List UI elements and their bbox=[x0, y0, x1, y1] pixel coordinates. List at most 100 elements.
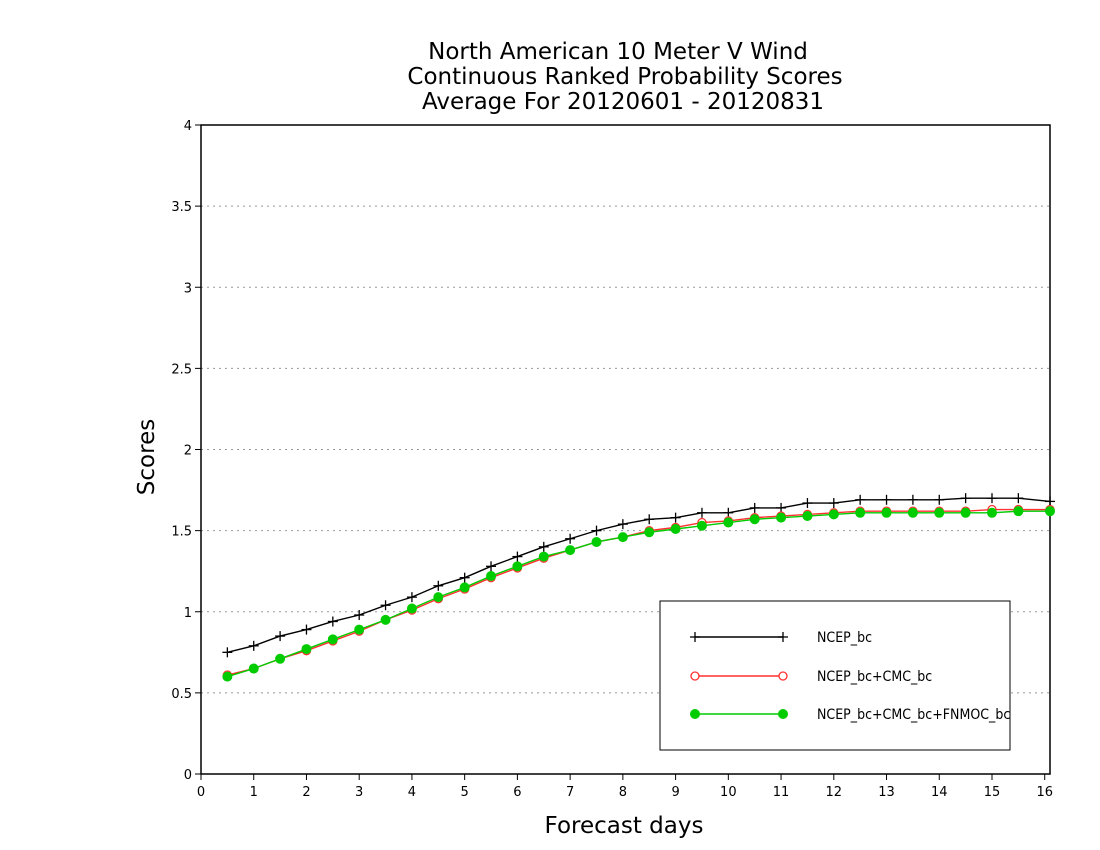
data-point bbox=[275, 631, 286, 642]
data-point bbox=[670, 512, 681, 523]
data-point bbox=[907, 494, 918, 505]
data-point bbox=[354, 609, 365, 620]
x-tick-label: 1 bbox=[250, 785, 258, 800]
data-point bbox=[1045, 496, 1055, 507]
chart-title-line-1: North American 10 Meter V Wind bbox=[428, 39, 808, 65]
data-point bbox=[1013, 506, 1024, 517]
y-tick-label: 3 bbox=[184, 281, 192, 296]
data-point bbox=[934, 494, 945, 505]
x-tick-label: 9 bbox=[671, 785, 679, 800]
data-point bbox=[749, 514, 760, 525]
x-tick-label: 10 bbox=[720, 785, 737, 800]
axes: 00.511.522.533.540 1 2 3 4 5 6 7 8 9 10 11 12 13 14 15 1… bbox=[171, 119, 1053, 800]
data-point bbox=[986, 507, 997, 518]
x-tick-label: 6 bbox=[513, 785, 521, 800]
data-point bbox=[486, 561, 497, 572]
y-tick-label: 2 bbox=[184, 444, 192, 459]
data-point bbox=[380, 600, 391, 611]
chart-title-line-3: Average For 20120601 - 20120831 bbox=[422, 89, 824, 115]
data-point bbox=[644, 527, 655, 538]
data-point bbox=[512, 561, 523, 572]
x-tick-label: 7 bbox=[566, 785, 574, 800]
data-point bbox=[222, 647, 233, 658]
data-point bbox=[881, 494, 892, 505]
data-point bbox=[327, 634, 338, 645]
x-axis-label: Forecast days bbox=[545, 813, 704, 839]
data-point bbox=[960, 507, 971, 518]
data-point bbox=[855, 507, 866, 518]
data-point bbox=[538, 551, 549, 562]
data-point bbox=[802, 511, 813, 522]
x-tick-label: 3 bbox=[355, 785, 363, 800]
data-point bbox=[222, 671, 233, 682]
data-point bbox=[881, 507, 892, 518]
data-point bbox=[512, 551, 523, 562]
data-point bbox=[591, 536, 602, 547]
series-layer bbox=[222, 493, 1055, 682]
data-point bbox=[802, 498, 813, 509]
legend-label: NCEP_bc bbox=[817, 630, 872, 646]
data-point bbox=[538, 541, 549, 552]
data-point bbox=[986, 493, 997, 504]
series-NCEP_bc+CMC_bc+FNMOC_bc bbox=[222, 506, 1055, 682]
data-point bbox=[723, 507, 734, 518]
y-tick-label: 1 bbox=[184, 606, 192, 621]
data-point bbox=[406, 592, 417, 603]
y-tick-label: 3.5 bbox=[171, 200, 192, 215]
data-point bbox=[644, 514, 655, 525]
legend-marker bbox=[690, 671, 700, 681]
data-point bbox=[1045, 506, 1055, 517]
data-point bbox=[828, 509, 839, 520]
x-tick-label: 16 bbox=[1036, 785, 1053, 800]
y-tick-label: 1.5 bbox=[171, 525, 192, 540]
data-point bbox=[433, 580, 444, 591]
data-point bbox=[433, 592, 444, 603]
y-tick-label: 0 bbox=[184, 768, 192, 783]
data-point bbox=[1013, 493, 1024, 504]
data-point bbox=[565, 545, 576, 556]
data-point bbox=[776, 502, 787, 513]
data-point bbox=[670, 524, 681, 535]
data-point bbox=[907, 507, 918, 518]
data-point bbox=[275, 653, 286, 664]
data-point bbox=[828, 498, 839, 509]
y-tick-label: 2.5 bbox=[171, 362, 192, 377]
data-point bbox=[776, 512, 787, 523]
x-tick-label: 5 bbox=[461, 785, 469, 800]
data-point bbox=[459, 582, 470, 593]
data-point bbox=[248, 640, 259, 651]
legend-marker bbox=[778, 709, 788, 719]
y-tick-label: 0.5 bbox=[171, 687, 192, 702]
data-point bbox=[960, 493, 971, 504]
x-tick-label: 13 bbox=[878, 785, 895, 800]
data-point bbox=[301, 644, 312, 655]
data-point bbox=[591, 525, 602, 536]
x-tick-label: 14 bbox=[931, 785, 948, 800]
data-point bbox=[723, 517, 734, 528]
data-point bbox=[749, 502, 760, 513]
legend-entry: NCEP_bc+CMC_bc bbox=[690, 669, 932, 685]
data-point bbox=[855, 494, 866, 505]
chart-title-line-2: Continuous Ranked Probability Scores bbox=[407, 64, 842, 90]
data-point bbox=[486, 571, 497, 582]
data-point bbox=[617, 519, 628, 530]
x-tick-label: 15 bbox=[984, 785, 1001, 800]
legend: NCEP_bc NCEP_bc+CMC_bc NCEP_bc+CMC_bc+FNMO… bbox=[659, 600, 1011, 751]
y-tick-label: 4 bbox=[184, 119, 192, 134]
legend-entry: NCEP_bc bbox=[690, 630, 872, 646]
x-tick-label: 11 bbox=[773, 785, 790, 800]
data-point bbox=[327, 616, 338, 627]
legend-entry: NCEP_bc+CMC_bc+FNMOC_bc bbox=[690, 707, 1010, 723]
x-tick-label: 2 bbox=[302, 785, 310, 800]
data-point bbox=[696, 507, 707, 518]
data-point bbox=[380, 614, 391, 625]
chart-title: North American 10 Meter V Wind Continuou… bbox=[407, 39, 842, 115]
legend-marker bbox=[778, 671, 788, 681]
data-point bbox=[617, 532, 628, 543]
legend-label: NCEP_bc+CMC_bc+FNMOC_bc bbox=[817, 707, 1010, 723]
x-tick-label: 4 bbox=[408, 785, 416, 800]
data-point bbox=[934, 507, 945, 518]
legend-marker bbox=[690, 632, 700, 642]
series-NCEP_bc bbox=[222, 493, 1055, 658]
